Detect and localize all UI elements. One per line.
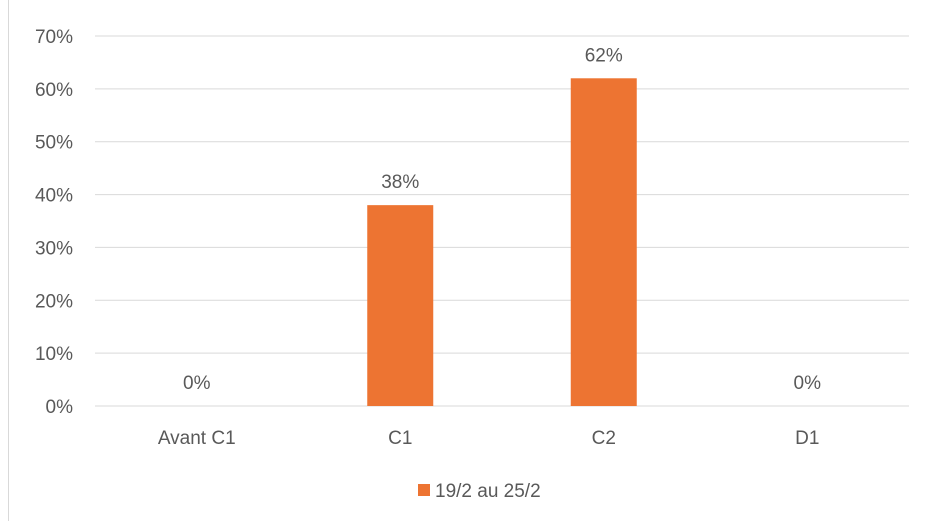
legend-label: 19/2 au 25/2 xyxy=(435,481,541,502)
data-label: 0% xyxy=(794,373,822,394)
chart-border xyxy=(8,0,9,521)
bar xyxy=(570,78,637,407)
data-label: 0% xyxy=(183,373,211,394)
y-tick-label: 30% xyxy=(35,238,73,259)
data-label: 38% xyxy=(381,172,419,193)
y-tick-label: 50% xyxy=(35,133,73,154)
x-tick-label: C1 xyxy=(388,428,412,449)
x-tick-label: C2 xyxy=(592,428,616,449)
y-tick-label: 60% xyxy=(35,80,73,101)
y-tick-label: 0% xyxy=(46,397,74,418)
y-tick-label: 20% xyxy=(35,291,73,312)
legend: 19/2 au 25/2 xyxy=(418,481,541,502)
x-tick-label: D1 xyxy=(795,428,819,449)
gridlines xyxy=(95,35,909,407)
data-label: 62% xyxy=(585,45,623,66)
y-tick-label: 70% xyxy=(35,27,73,48)
y-tick-label: 10% xyxy=(35,344,73,365)
y-tick-label: 40% xyxy=(35,186,73,207)
x-tick-label: Avant C1 xyxy=(158,428,236,449)
data-labels: 0% 38% 62% 0% xyxy=(183,45,821,394)
bar xyxy=(367,205,434,406)
x-axis-tick-labels: Avant C1 C1 C2 D1 xyxy=(158,428,820,449)
bars xyxy=(367,78,637,407)
y-axis-tick-labels: 0% 10% 20% 30% 40% 50% 60% 70% xyxy=(35,27,73,418)
legend-swatch xyxy=(418,484,430,496)
